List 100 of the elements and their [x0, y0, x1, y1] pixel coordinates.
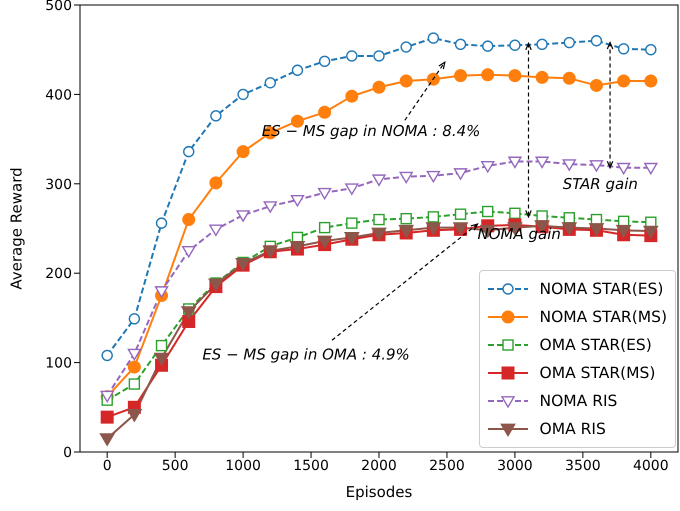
point: [482, 206, 494, 218]
point: [210, 110, 222, 122]
legend-label: OMA RIS: [540, 420, 606, 438]
x-tick-label: 1000: [225, 458, 261, 474]
point: [590, 35, 602, 46]
point: [372, 174, 386, 186]
x-tick-label: 0: [102, 458, 112, 474]
point: [128, 360, 141, 374]
point: [509, 208, 521, 219]
x-tick-label: 4000: [633, 458, 669, 474]
point: [345, 90, 358, 103]
point: [535, 156, 549, 168]
point: [156, 340, 168, 352]
y-tick-label: 200: [45, 266, 72, 282]
point: [616, 224, 632, 238]
y-tick-label: 0: [63, 444, 72, 461]
legend-label: NOMA STAR(ES): [540, 280, 664, 298]
point: [645, 44, 657, 56]
point: [590, 78, 603, 92]
x-tick-label: 500: [162, 458, 189, 474]
x-tick-label: 1500: [293, 458, 329, 474]
point: [454, 69, 468, 82]
point: [209, 224, 223, 236]
point: [126, 409, 142, 422]
point: [643, 226, 658, 239]
point: [156, 217, 168, 229]
point: [616, 162, 630, 174]
point: [564, 36, 575, 48]
point: [400, 41, 412, 53]
point: [318, 56, 330, 68]
point: [564, 212, 575, 224]
point: [454, 168, 468, 180]
point: [590, 160, 604, 172]
point: [508, 69, 522, 82]
point: [454, 208, 466, 220]
point: [400, 74, 413, 88]
point: [481, 68, 494, 82]
point: [428, 32, 440, 44]
legend-label: NOMA STAR(MS): [540, 308, 667, 326]
point: [182, 213, 196, 226]
point: [100, 433, 115, 446]
point: [264, 201, 277, 213]
point: [236, 145, 250, 158]
point: [618, 43, 630, 55]
point: [318, 222, 330, 234]
y-tick-label: 100: [45, 356, 72, 372]
x-tick-label: 2500: [429, 458, 465, 474]
legend-label: OMA STAR(MS): [540, 364, 656, 382]
point: [236, 210, 250, 222]
point: [481, 161, 494, 173]
legend-label: NOMA RIS: [540, 392, 618, 410]
y-tick-label: 300: [45, 176, 72, 193]
x-tick-label: 3000: [497, 458, 533, 474]
point: [426, 170, 440, 182]
point: [100, 410, 114, 424]
point: [154, 352, 170, 366]
point: [373, 214, 385, 226]
y-tick-label: 400: [45, 87, 72, 104]
point: [644, 74, 658, 88]
annotation: ES − MS gap in OMA : 4.9%: [202, 346, 410, 364]
point: [237, 88, 249, 100]
point: [562, 159, 576, 171]
point: [292, 64, 304, 76]
point: [128, 378, 140, 390]
point: [482, 40, 494, 52]
y-axis-title: Average Reward: [7, 167, 26, 290]
x-tick-label: 2000: [361, 458, 397, 474]
point: [428, 211, 440, 223]
point: [101, 350, 113, 362]
point: [290, 114, 304, 128]
point: [318, 106, 332, 119]
point: [400, 212, 412, 224]
point: [536, 70, 549, 84]
point: [317, 236, 332, 249]
annotation: STAR gain: [562, 174, 638, 193]
point: [181, 306, 196, 320]
point: [562, 72, 576, 85]
point: [536, 38, 548, 50]
point: [264, 77, 276, 88]
point: [508, 156, 522, 168]
point: [290, 194, 304, 207]
point: [128, 348, 142, 360]
point: [399, 172, 413, 184]
point: [644, 162, 658, 174]
point: [426, 72, 440, 86]
point: [128, 313, 140, 324]
x-axis-title: Episodes: [346, 483, 413, 501]
point: [454, 38, 466, 50]
point: [182, 246, 196, 258]
point: [509, 40, 521, 51]
point: [373, 50, 385, 62]
point: [617, 74, 630, 88]
point: [372, 80, 386, 94]
point: [182, 314, 196, 328]
x-tick-label: 3500: [565, 458, 601, 474]
point: [209, 176, 222, 190]
point: [345, 183, 359, 195]
point: [154, 286, 168, 298]
legend-label: OMA STAR(ES): [540, 336, 652, 354]
point: [346, 217, 358, 229]
